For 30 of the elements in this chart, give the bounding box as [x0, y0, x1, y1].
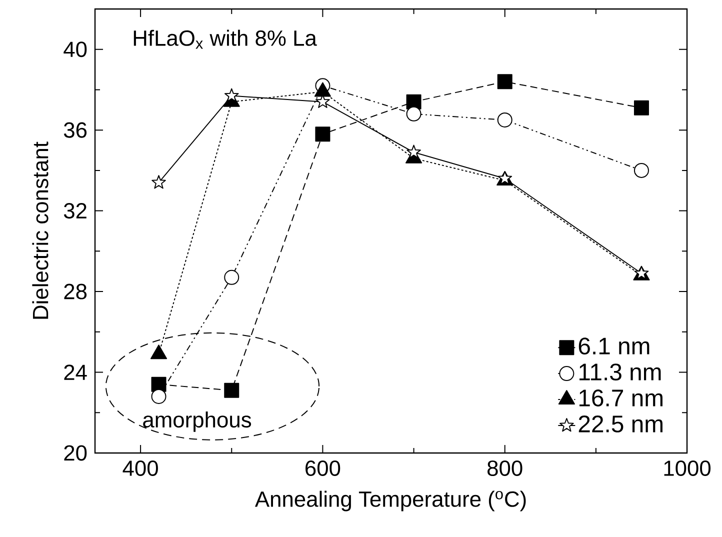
point: [497, 112, 512, 128]
point: [152, 175, 166, 189]
annotation: amorphous: [143, 411, 252, 432]
point: [224, 270, 240, 285]
y-tick-label: 36: [64, 122, 87, 138]
y-tick-label: 20: [64, 445, 87, 461]
y-tick-label: 32: [64, 203, 86, 219]
point: [634, 100, 649, 116]
legend-label: 22.5 nm: [578, 416, 662, 432]
y-axis-title: Dielectric constant: [32, 142, 48, 319]
legend-label: 6.1 nm: [578, 338, 650, 355]
text: HfLaO$_{x}$ with 8% La: [134, 30, 317, 49]
x-axis-title: Annealing Temperature ($^{o}$C): [254, 490, 526, 512]
point: [406, 144, 421, 158]
point: [224, 382, 240, 398]
point: [151, 388, 166, 404]
x-tick-label: 800: [488, 460, 522, 476]
x-tick-label: 600: [306, 460, 340, 476]
y-tick-label: 40: [64, 42, 87, 58]
legend-label: 11.3 nm: [580, 364, 661, 380]
x-tick-label: 1000: [664, 460, 711, 476]
legend-label: 16.7 nm: [580, 390, 662, 406]
point: [497, 74, 512, 90]
point: [634, 162, 649, 178]
point: [224, 88, 239, 102]
point: [315, 126, 330, 142]
y-tick-label: 24: [64, 364, 87, 380]
x-tick-label: 400: [122, 460, 158, 476]
y-tick-label: 28: [64, 284, 87, 300]
point: [406, 106, 422, 122]
